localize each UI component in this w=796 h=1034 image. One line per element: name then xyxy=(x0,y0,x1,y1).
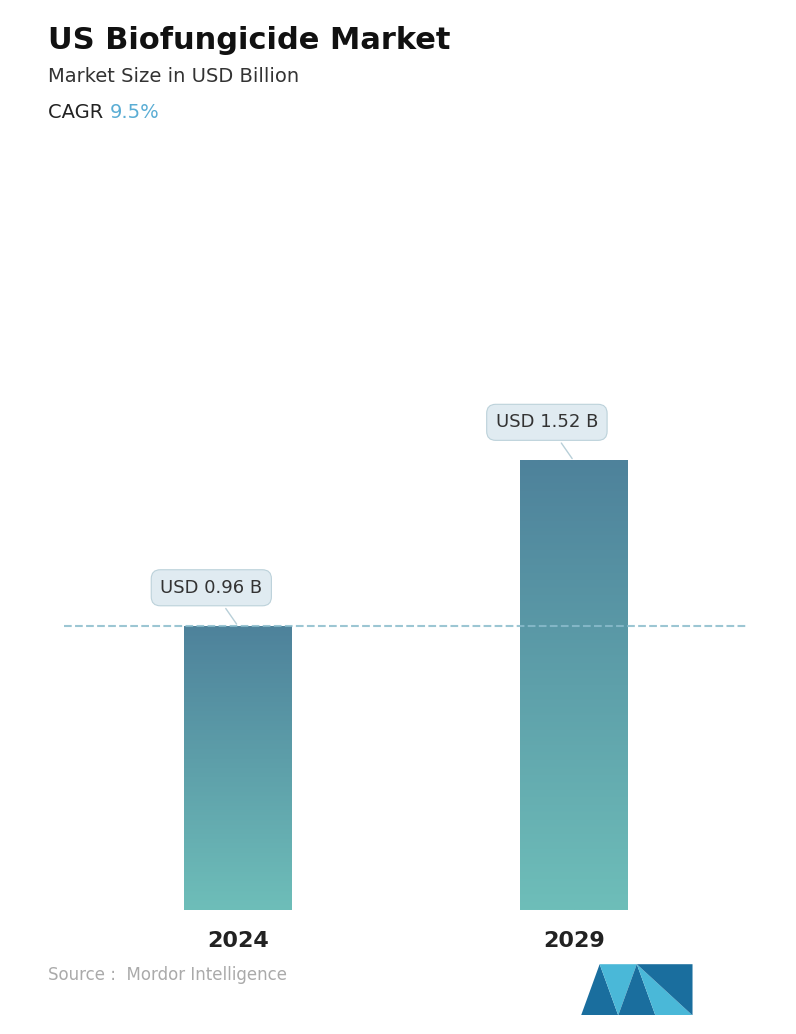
Text: Source :  Mordor Intelligence: Source : Mordor Intelligence xyxy=(48,967,287,984)
Polygon shape xyxy=(599,964,637,1015)
Text: CAGR: CAGR xyxy=(48,103,109,122)
Polygon shape xyxy=(581,964,618,1015)
Text: 9.5%: 9.5% xyxy=(110,103,159,122)
Polygon shape xyxy=(618,964,655,1015)
Text: USD 0.96 B: USD 0.96 B xyxy=(160,579,263,625)
Text: USD 1.52 B: USD 1.52 B xyxy=(496,414,598,459)
Polygon shape xyxy=(637,964,693,1015)
Text: US Biofungicide Market: US Biofungicide Market xyxy=(48,26,451,55)
Polygon shape xyxy=(637,964,693,1015)
Text: Market Size in USD Billion: Market Size in USD Billion xyxy=(48,67,298,86)
